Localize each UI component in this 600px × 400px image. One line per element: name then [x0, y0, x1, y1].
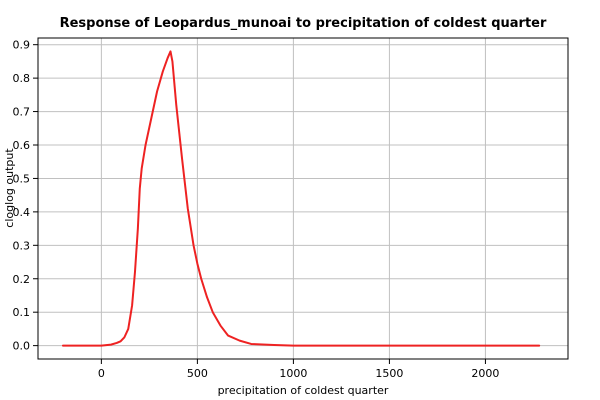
y-tick-label: 0.8 — [13, 72, 31, 85]
plot-area-frame — [37, 37, 569, 360]
series-layer — [61, 50, 541, 347]
x-tick-label: 2000 — [471, 367, 499, 380]
axis-ticks: 0 500 1000 1500 2000 0.0 0.1 0.2 0.3 0.4 0.5 0.6 0.7… — [13, 39, 500, 380]
y-tick-label: 0.2 — [13, 273, 31, 286]
y-tick-label: 0.7 — [13, 106, 31, 119]
y-axis-label: cloglog output — [3, 148, 16, 228]
x-tick-label: 500 — [187, 367, 208, 380]
y-tick-label: 0.3 — [13, 239, 31, 252]
grid-lines — [38, 38, 568, 359]
chart-title: Response of Leopardus_munoai to precipit… — [60, 16, 547, 31]
x-tick-label: 1500 — [375, 367, 403, 380]
x-tick-label: 1000 — [279, 367, 307, 380]
y-tick-label: 0.4 — [13, 206, 31, 219]
y-tick-label: 0.5 — [13, 172, 31, 185]
y-tick-label: 0.6 — [13, 139, 31, 152]
x-axis-label: precipitation of coldest quarter — [218, 384, 389, 397]
y-tick-label: 0.9 — [13, 39, 31, 52]
y-tick-label: 0.1 — [13, 306, 31, 319]
response-curve-line — [61, 50, 541, 347]
x-tick-label: 0 — [98, 367, 105, 380]
y-tick-label: 0.0 — [13, 340, 31, 353]
